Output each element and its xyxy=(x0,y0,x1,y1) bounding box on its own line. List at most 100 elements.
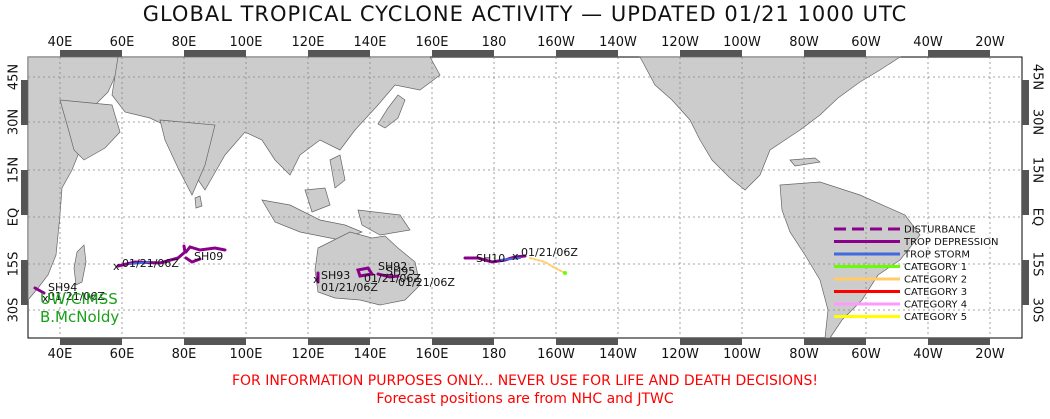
lat-label-right: 30N xyxy=(1030,109,1045,135)
lon-label-top: 60E xyxy=(110,35,135,50)
lon-label-top: 180 xyxy=(482,35,507,50)
lat-label-left: 30S xyxy=(7,298,22,323)
lon-label-bottom: 100W xyxy=(723,347,761,362)
lon-label-top: 40E xyxy=(48,35,73,50)
lon-label-bottom: 100E xyxy=(229,347,262,362)
latitude-labels-right: 45N 30N 15N EQ 15S 30S xyxy=(1030,64,1045,323)
disclaimer-text: FOR INFORMATION PURPOSES ONLY... NEVER U… xyxy=(231,373,819,389)
lat-label-right: 30S xyxy=(1030,298,1045,323)
storm-label-sh94: SH94 xyxy=(48,281,77,294)
credit-line1: UW/CIMSS xyxy=(40,290,118,308)
storm-date-sh10: 01/21/06Z xyxy=(521,246,578,259)
marker-x: x xyxy=(512,250,519,263)
lat-label-right: 15S xyxy=(1030,252,1045,277)
srilanka-landmass xyxy=(194,195,203,209)
lon-label-top: 160W xyxy=(537,35,575,50)
track-sh94 xyxy=(33,286,46,295)
storm-date-west-indian: 01/21/06Z xyxy=(122,257,179,270)
marker-x: x xyxy=(113,260,120,273)
lat-label-left: 15N xyxy=(7,157,22,183)
arabia-landmass xyxy=(59,99,121,161)
newguinea-landmass xyxy=(357,209,411,236)
storm-label-sh93: SH93 xyxy=(321,269,350,282)
lon-label-bottom: 60E xyxy=(110,347,135,362)
marker-x: x xyxy=(42,292,49,305)
lon-label-bottom: 120W xyxy=(661,347,699,362)
lon-label-top: 80W xyxy=(789,35,819,50)
track-sh10-ts xyxy=(499,257,521,261)
track-west-indian-ts xyxy=(129,261,151,265)
lon-label-top: 100E xyxy=(229,35,262,50)
lon-label-bottom: 180 xyxy=(482,347,507,362)
lon-label-bottom: 20W xyxy=(975,347,1005,362)
india-landmass xyxy=(159,119,216,196)
legend-label: CATEGORY 2 xyxy=(904,275,967,286)
lon-label-top: 120E xyxy=(291,35,324,50)
track-sh09b xyxy=(184,256,202,264)
storm-date-sh94: 01/21/06Z xyxy=(48,290,105,303)
legend-label: CATEGORY 4 xyxy=(904,300,967,311)
legend-label: TROP DEPRESSION xyxy=(903,237,998,248)
legend-label: TROP STORM xyxy=(903,250,970,261)
lon-label-bottom: 120E xyxy=(291,347,324,362)
track-west-indian xyxy=(116,244,187,268)
cuba-landmass xyxy=(789,157,821,167)
lat-label-left: EQ xyxy=(7,208,22,226)
track-sh92 xyxy=(356,266,375,278)
lat-label-left: 30N xyxy=(7,109,22,135)
lat-label-right: 45N xyxy=(1030,64,1045,90)
lon-label-bottom: 80W xyxy=(789,347,819,362)
lon-label-bottom: 140E xyxy=(353,347,386,362)
lon-label-top: 140E xyxy=(353,35,386,50)
track-sh09 xyxy=(184,245,227,254)
lon-label-top: 60W xyxy=(851,35,881,50)
forecast-source-text: Forecast positions are from NHC and JTWC xyxy=(376,391,674,407)
lat-label-right: EQ xyxy=(1030,208,1045,226)
lon-label-bottom: 40E xyxy=(48,347,73,362)
legend-label: CATEGORY 1 xyxy=(904,262,967,273)
philippines-landmass xyxy=(329,154,346,189)
storm-label-sh09: SH09 xyxy=(194,250,223,263)
storm-label-sh10: SH10 xyxy=(476,252,505,265)
lon-label-bottom: 60W xyxy=(851,347,881,362)
longitude-labels-bottom: 40E 60E 80E 100E 120E 140E 160E 180 160W 140W 120W… xyxy=(48,347,1005,362)
marker-x: x xyxy=(313,273,320,286)
cyclone-map: 40E 60E 80E 100E 120E 140E 160E 180 160W 140W 120W… xyxy=(7,35,1045,362)
legend-label: DISTURBANCE xyxy=(904,225,976,236)
latitude-labels-left: 45N 30N 15N EQ 15S 30S xyxy=(7,64,22,323)
borneo-landmass xyxy=(304,187,331,213)
lon-label-bottom: 40W xyxy=(913,347,943,362)
lon-label-bottom: 140W xyxy=(599,347,637,362)
lon-label-top: 140W xyxy=(599,35,637,50)
lon-label-top: 40W xyxy=(913,35,943,50)
lat-label-right: 15N xyxy=(1030,157,1045,183)
graticule xyxy=(28,57,1022,338)
lon-label-top: 20W xyxy=(975,35,1005,50)
storm-date-sh95: 01/21/06Z xyxy=(398,276,455,289)
lon-label-top: 160E xyxy=(415,35,448,50)
indonesia-landmass xyxy=(261,199,363,241)
point-sh10-cat1 xyxy=(563,271,567,275)
madagascar-landmass xyxy=(73,244,87,286)
japan-landmass xyxy=(377,94,406,129)
longitude-labels-top: 40E 60E 80E 100E 120E 140E 160E 180 160W 140W 120W… xyxy=(48,35,1005,50)
storm-tracks xyxy=(33,244,567,295)
lon-label-bottom: 160E xyxy=(415,347,448,362)
storm-date-sh93: 01/21/06Z xyxy=(321,281,378,294)
lon-label-top: 80E xyxy=(172,35,197,50)
storm-date-sh92: 01/21/06Z xyxy=(364,272,421,285)
southamerica-landmass xyxy=(779,181,921,339)
storm-markers: x SH94 01/21/06Z x 01/21/06Z SH09 x SH93… xyxy=(42,246,578,305)
lon-label-bottom: 80E xyxy=(172,347,197,362)
credit-block: UW/CIMSS B.McNoldy xyxy=(40,290,119,326)
storm-label-sh92: SH92 xyxy=(378,260,407,273)
lat-label-left: 45N xyxy=(7,64,22,90)
credit-line2: B.McNoldy xyxy=(40,308,120,326)
track-sh95 xyxy=(376,272,400,279)
lon-label-bottom: 160W xyxy=(537,347,575,362)
track-sh10-cat1 xyxy=(529,257,566,274)
map-title: GLOBAL TROPICAL CYCLONE ACTIVITY — UPDAT… xyxy=(142,2,908,26)
storm-label-sh95: SH95 xyxy=(386,265,415,278)
lat-label-left: 15S xyxy=(7,252,22,277)
